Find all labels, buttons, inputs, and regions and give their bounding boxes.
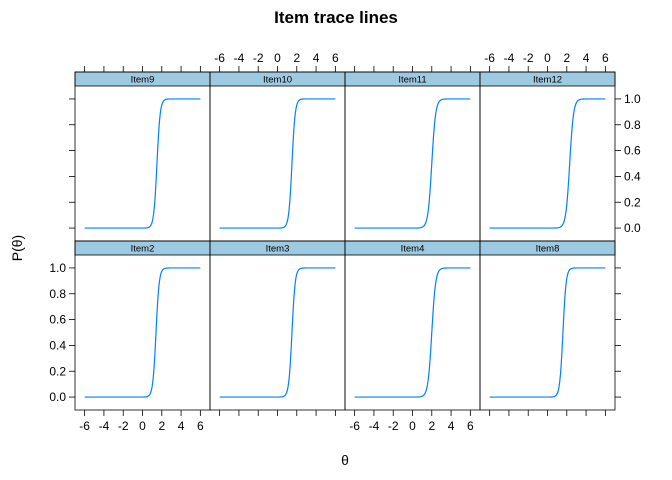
y-tick-label: 1.0 bbox=[49, 261, 66, 275]
x-tick-label: 4 bbox=[178, 419, 185, 433]
x-tick-label: -6 bbox=[484, 51, 495, 65]
panels-group: Item9 Item10 Item11 Item12 Item2 Item3 Item4 It… bbox=[49, 51, 641, 433]
trace-line-item8 bbox=[489, 267, 606, 398]
x-tick-label: 6 bbox=[467, 419, 474, 433]
trace-line-item2 bbox=[84, 267, 201, 398]
strip-label-item2: Item2 bbox=[131, 244, 155, 255]
y-tick-label: 0.0 bbox=[624, 221, 641, 235]
x-tick-label: 2 bbox=[428, 419, 435, 433]
x-tick-label: 0 bbox=[274, 51, 281, 65]
x-tick-label: 2 bbox=[158, 419, 165, 433]
strip-label-item12: Item12 bbox=[533, 75, 562, 86]
x-tick-label: -4 bbox=[369, 419, 380, 433]
x-tick-label: 6 bbox=[602, 51, 609, 65]
x-tick-label: -2 bbox=[388, 419, 399, 433]
trace-line-item9 bbox=[84, 98, 201, 229]
strip-label-item4: Item4 bbox=[401, 244, 425, 255]
x-tick-label: 2 bbox=[293, 51, 300, 65]
y-tick-label: 0.8 bbox=[624, 118, 641, 132]
x-tick-label: -6 bbox=[79, 419, 90, 433]
y-tick-label: 0.4 bbox=[624, 169, 641, 183]
trace-line-item10 bbox=[219, 98, 336, 229]
y-axis-label: P(θ) bbox=[9, 235, 25, 261]
y-tick-label: 0.8 bbox=[49, 287, 66, 301]
trace-line-item12 bbox=[489, 98, 606, 229]
strip-label-item11: Item11 bbox=[398, 75, 426, 86]
x-tick-label: 4 bbox=[313, 51, 320, 65]
strip-label-item10: Item10 bbox=[263, 75, 292, 86]
x-tick-label: 0 bbox=[409, 419, 416, 433]
y-tick-label: 0.2 bbox=[624, 195, 641, 209]
x-tick-label: -2 bbox=[118, 419, 129, 433]
x-tick-label: 0 bbox=[139, 419, 146, 433]
x-tick-label: -2 bbox=[523, 51, 534, 65]
y-tick-label: 0.6 bbox=[624, 144, 641, 158]
x-axis-label: θ bbox=[341, 452, 349, 468]
strip-label-item3: Item3 bbox=[266, 244, 290, 255]
x-tick-label: -6 bbox=[214, 51, 225, 65]
x-tick-label: 2 bbox=[563, 51, 570, 65]
chart-title: Item trace lines bbox=[274, 8, 398, 27]
trace-line-item3 bbox=[219, 267, 336, 398]
y-tick-label: 1.0 bbox=[624, 92, 641, 106]
y-tick-label: 0.0 bbox=[49, 390, 66, 404]
x-tick-label: 4 bbox=[583, 51, 590, 65]
strip-label-item8: Item8 bbox=[536, 244, 560, 255]
y-tick-label: 0.6 bbox=[49, 313, 66, 327]
x-tick-label: 4 bbox=[448, 419, 455, 433]
x-tick-label: -6 bbox=[349, 419, 360, 433]
y-tick-label: 0.4 bbox=[49, 338, 66, 352]
strip-label-item9: Item9 bbox=[131, 75, 155, 86]
x-tick-label: -4 bbox=[234, 51, 245, 65]
trace-line-item4 bbox=[354, 267, 471, 398]
y-tick-label: 0.2 bbox=[49, 364, 66, 378]
x-tick-label: -2 bbox=[253, 51, 264, 65]
x-tick-label: -4 bbox=[504, 51, 515, 65]
x-tick-label: -4 bbox=[99, 419, 110, 433]
x-tick-label: 0 bbox=[544, 51, 551, 65]
trace-line-item11 bbox=[354, 98, 471, 229]
x-tick-label: 6 bbox=[332, 51, 339, 65]
x-tick-label: 6 bbox=[197, 419, 204, 433]
